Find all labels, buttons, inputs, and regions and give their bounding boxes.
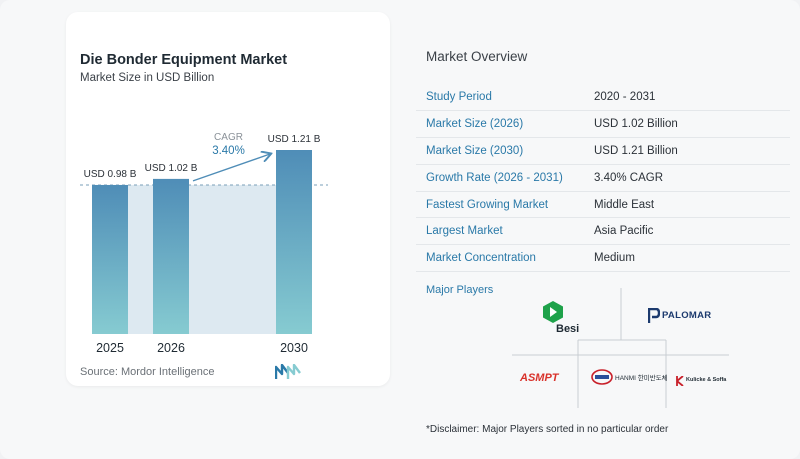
mordor-logo-icon: [275, 364, 301, 379]
source-text: Source: Mordor Intelligence: [80, 366, 215, 378]
data-label-2026: USD 1.02 B: [145, 163, 198, 174]
hanmi-emblem-icon: [591, 369, 613, 385]
ks-mark-icon: [676, 376, 684, 386]
besi-logo: Besi: [540, 300, 590, 342]
cagr-band: [128, 184, 276, 334]
cagr-value: 3.40%: [212, 145, 245, 157]
row-label: Fastest Growing Market: [426, 198, 549, 211]
x-tick-label-2030: 2030: [280, 341, 308, 355]
bar-chart: USD 0.98 B 2025 USD 1.02 B 2026 USD 1.21 B 20…: [80, 132, 328, 355]
table-row: Largest Market Asia Pacific: [416, 218, 790, 246]
row-label: Study Period: [426, 91, 492, 103]
x-tick-label-2026: 2026: [157, 341, 185, 355]
asmpt-logo: ASMPT: [520, 372, 570, 388]
chart-subtitle: Market Size in USD Billion: [80, 72, 215, 84]
table-row: Fastest Growing Market Middle East: [416, 192, 790, 219]
bar-2030: [276, 150, 312, 334]
bar-2025: [92, 184, 128, 334]
market-overview-panel: Market Overview Study Period 2020 - 2031 …: [416, 0, 800, 459]
ks-logo-text: Kulicke & Soffa: [686, 377, 727, 383]
palomar-mark-icon: [648, 308, 660, 323]
kulicke-soffa-logo: Kulicke & Soffa: [676, 375, 736, 387]
besi-hexagon-icon: [543, 301, 563, 323]
major-players-title: Major Players: [426, 284, 494, 296]
table-row: Market Size (2026) USD 1.02 Billion: [416, 111, 790, 138]
table-row: Market Size (2030) USD 1.21 Billion: [416, 138, 790, 165]
data-label-2030: USD 1.21 B: [268, 134, 321, 145]
besi-logo-text: Besi: [556, 323, 580, 335]
row-value: 3.40% CAGR: [594, 171, 664, 184]
row-label: Growth Rate (2026 - 2031): [426, 171, 563, 184]
row-value: 2020 - 2031: [594, 91, 656, 103]
data-label-2025: USD 0.98 B: [84, 169, 137, 180]
row-label: Market Concentration: [426, 252, 536, 265]
hanmi-logo-text: HANMI 한미반도체: [615, 375, 668, 382]
table-row: Study Period 2020 - 2031: [416, 84, 790, 111]
players-grid-lines: [512, 288, 729, 408]
palomar-logo: PALOMAR: [648, 307, 728, 327]
chart-card: Die Bonder Equipment Market Market Size …: [66, 12, 390, 386]
hanmi-logo: HANMI 한미반도체: [591, 367, 668, 387]
overview-table: Study Period 2020 - 2031 Market Size (202…: [416, 84, 790, 273]
table-row: Growth Rate (2026 - 2031) 3.40% CAGR: [416, 165, 790, 192]
row-value: USD 1.02 Billion: [594, 117, 678, 130]
chart-title: Die Bonder Equipment Market: [80, 52, 288, 68]
overview-title: Market Overview: [426, 49, 528, 64]
row-label: Largest Market: [426, 225, 503, 238]
row-value: Asia Pacific: [594, 225, 654, 238]
bar-2026: [153, 178, 189, 334]
row-label: Market Size (2026): [426, 117, 524, 130]
row-value: USD 1.21 Billion: [594, 144, 678, 157]
row-value: Medium: [594, 252, 635, 265]
cagr-arrow: [192, 154, 270, 182]
disclaimer-text: *Disclaimer: Major Players sorted in no …: [426, 424, 669, 435]
table-row: Market Concentration Medium: [416, 245, 790, 273]
asmpt-logo-text: ASMPT: [520, 372, 559, 384]
row-value: Middle East: [594, 198, 655, 211]
cagr-label: CAGR: [214, 132, 243, 143]
x-tick-label-2025: 2025: [96, 341, 124, 355]
row-label: Market Size (2030): [426, 144, 524, 157]
palomar-logo-text: PALOMAR: [662, 310, 712, 321]
